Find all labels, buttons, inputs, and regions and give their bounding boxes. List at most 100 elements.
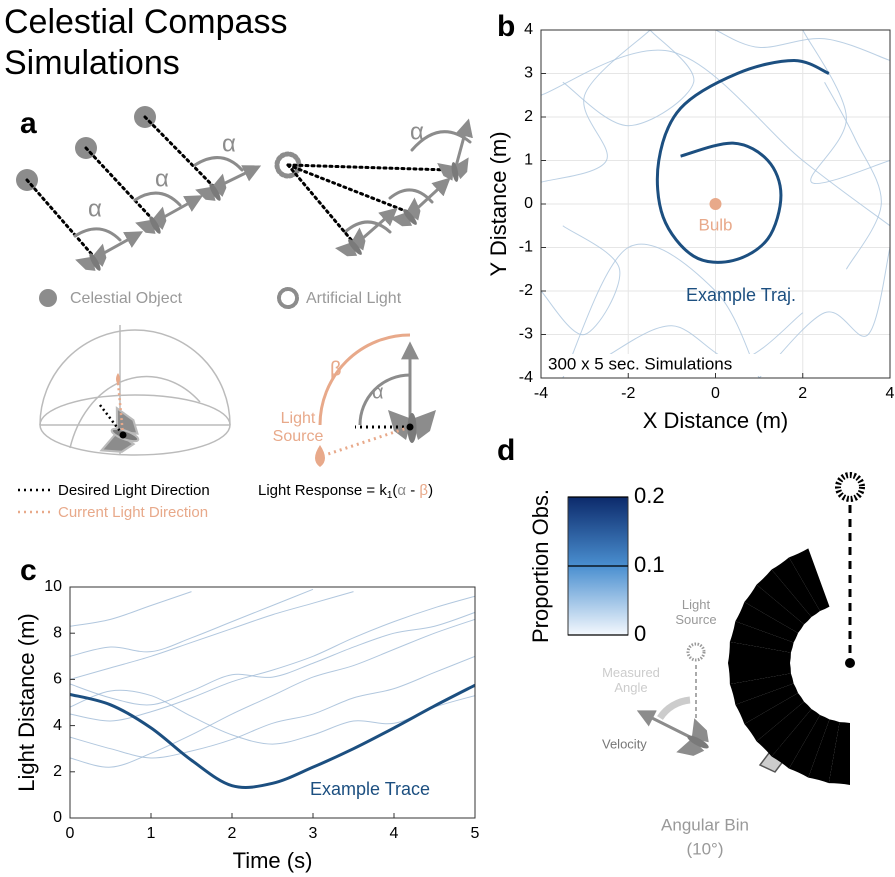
- bin-label: Angular Bin: [661, 815, 749, 834]
- bin-label: (10°): [686, 839, 723, 858]
- trace-line: [562, 243, 760, 378]
- legend-text: Artificial Light: [306, 290, 402, 307]
- equation-part: 1: [387, 490, 393, 501]
- colorbar-tick-label: 0.1: [634, 552, 665, 577]
- x-tick-label: 1: [147, 825, 156, 842]
- y-tick-label: 3: [524, 65, 533, 82]
- plot-frame: [69, 586, 476, 819]
- response-diagram: [18, 333, 436, 514]
- y-tick-label: -1: [519, 239, 533, 256]
- trace-line: [541, 225, 621, 336]
- angle-label: α: [155, 165, 169, 192]
- angular-bin: [729, 673, 794, 705]
- series-label: Example Traj.: [686, 285, 796, 305]
- y-tick-label: 1: [524, 152, 533, 169]
- colorbar-tick-label: 0.2: [634, 483, 665, 508]
- angular-bin: [729, 621, 794, 653]
- x-tick-label: 4: [390, 825, 399, 842]
- trace-line: [70, 655, 475, 759]
- example-line: [655, 58, 830, 264]
- y-axis-label: Y Distance (m): [486, 131, 511, 276]
- x-tick-label: -2: [621, 385, 635, 402]
- equation-part: α: [397, 482, 406, 499]
- trace-line: [606, 312, 804, 362]
- angular-bin: [735, 602, 799, 643]
- angular-bin: [756, 569, 812, 625]
- y-tick-label: 4: [524, 21, 533, 38]
- y-tick-label: 8: [53, 624, 62, 641]
- angle-label: α: [222, 130, 236, 157]
- trace-line: [70, 588, 314, 657]
- trace-line: [70, 591, 354, 680]
- panel-label: d: [497, 434, 515, 467]
- angle-label: Measured Angle: [602, 665, 660, 695]
- response-equation: Light Response = k1(α - β): [258, 482, 433, 501]
- x-tick-label: 0: [711, 385, 720, 402]
- y-tick-label: 2: [53, 763, 62, 780]
- legend-text: Desired Light Direction: [58, 482, 210, 499]
- series-label: Example Trace: [310, 779, 430, 799]
- angular-bin: [744, 693, 805, 742]
- velocity-label: Velocity: [602, 736, 647, 751]
- equation-part: (: [392, 482, 397, 499]
- x-axis-label: X Distance (m): [643, 408, 788, 433]
- angular-bin: [828, 722, 850, 785]
- x-axis-label: Time (s): [233, 848, 313, 873]
- trace-line: [758, 247, 890, 378]
- y-tick-label: 0: [53, 809, 62, 826]
- y-tick-label: -3: [519, 326, 533, 343]
- legend-text: Celestial Object: [70, 290, 183, 307]
- y-tick-label: 6: [53, 671, 62, 688]
- angular-bin: [728, 663, 791, 685]
- trace-line: [802, 30, 890, 184]
- trace-line: [715, 30, 890, 61]
- angle-label: β: [330, 358, 342, 380]
- marker-label: Bulb: [698, 215, 732, 234]
- y-tick-label: -2: [519, 282, 533, 299]
- y-tick-label: 10: [44, 578, 62, 595]
- x-tick-label: 5: [471, 825, 480, 842]
- equation-part: Light Response = k: [258, 482, 387, 499]
- angular-bin: [744, 584, 805, 633]
- x-tick-label: 4: [886, 385, 895, 402]
- light-source-label: Light Source: [675, 597, 717, 627]
- trace-line: [70, 591, 192, 627]
- x-tick-label: 2: [228, 825, 237, 842]
- angular-bin: [756, 701, 812, 757]
- equation-part: -: [406, 482, 419, 499]
- dome-diagram: [39, 325, 231, 462]
- angular-bin: [789, 548, 830, 612]
- equation-part: ): [428, 482, 433, 499]
- panel-label: a: [20, 107, 37, 140]
- trace-line: [70, 689, 475, 745]
- legend-text: Current Light Direction: [58, 504, 208, 521]
- trace-line: [541, 49, 890, 227]
- angle-label: α: [88, 195, 102, 222]
- panel-label: b: [497, 10, 515, 43]
- example-line: [70, 683, 475, 789]
- trace-line: [70, 595, 475, 722]
- x-tick-label: 3: [309, 825, 318, 842]
- angular-bin: [808, 719, 840, 784]
- y-tick-label: 4: [53, 717, 62, 734]
- y-tick-label: 0: [524, 195, 533, 212]
- angular-bin: [789, 714, 830, 778]
- bulb-marker: [709, 198, 722, 210]
- trace-line: [824, 81, 882, 270]
- celestial-diagram: [16, 106, 473, 309]
- angular-bin: [771, 708, 820, 769]
- colorbar-label: Proportion Obs.: [528, 489, 553, 643]
- panel-label: c: [20, 554, 37, 587]
- angular-bin: [771, 557, 820, 618]
- x-tick-label: -4: [534, 385, 548, 402]
- colorbar-tick-label: 0: [634, 621, 646, 646]
- light-source-label: Light Source: [272, 410, 324, 446]
- angular-bin: [735, 683, 799, 724]
- trace-line: [70, 618, 475, 768]
- x-tick-label: 0: [66, 825, 75, 842]
- y-tick-label: 2: [524, 108, 533, 125]
- trace-line: [70, 611, 475, 706]
- y-tick-label: -4: [519, 369, 533, 386]
